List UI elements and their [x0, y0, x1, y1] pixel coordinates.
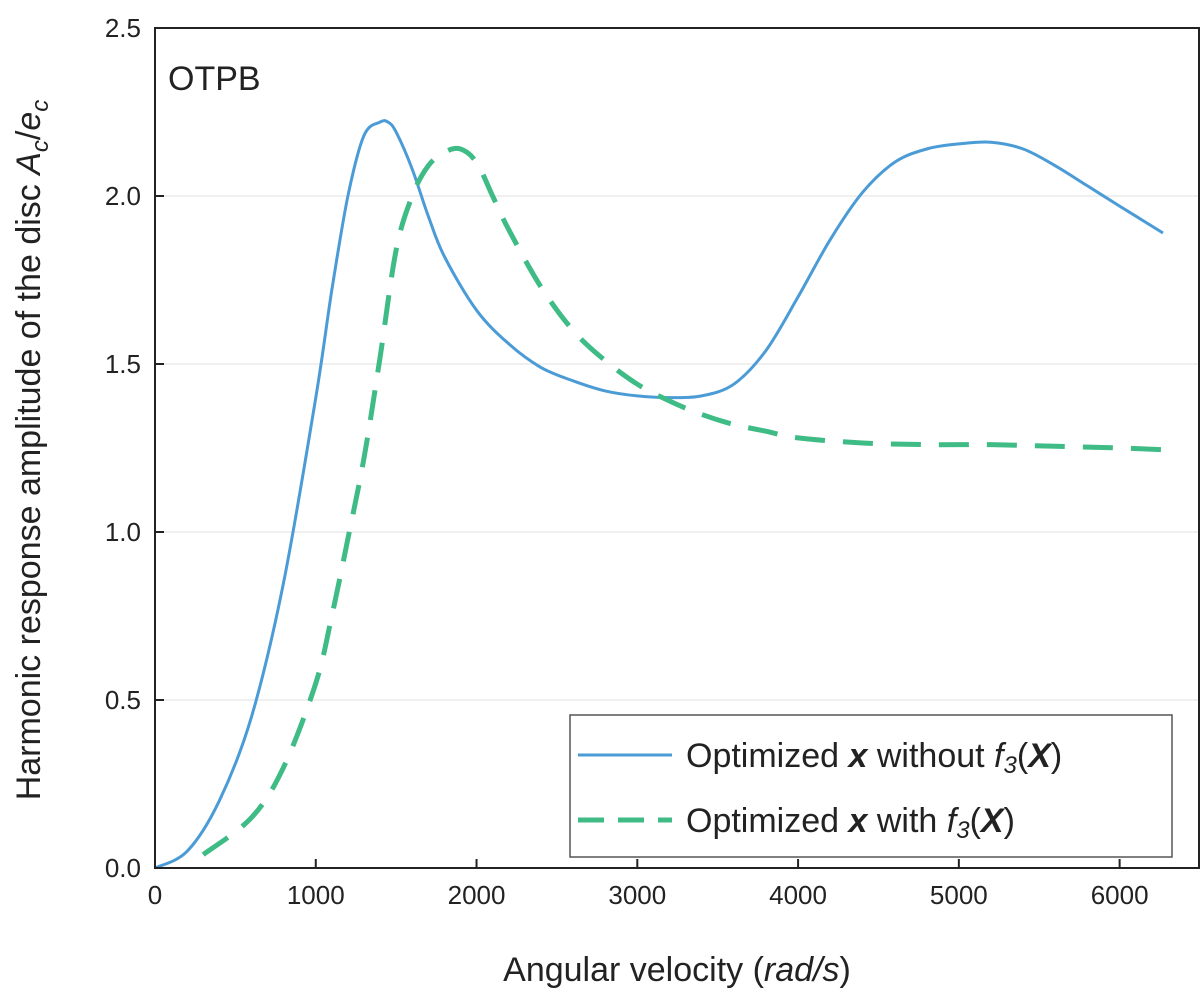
grid-lines	[155, 195, 1200, 701]
legend-entry-with: Optimized x with f3(X)	[686, 802, 1015, 844]
legend-entry-without: Optimized x without f3(X)	[686, 737, 1062, 779]
annotation-otpb: OTPB	[168, 60, 261, 98]
y-tick-label: 0.5	[105, 685, 141, 715]
y-tick-label: 2.5	[105, 13, 141, 43]
x-axis-title: Angular velocity (rad/s)	[503, 951, 851, 989]
x-tick-label: 1000	[287, 880, 345, 910]
x-tick-label: 2000	[448, 880, 506, 910]
x-tick-label: 6000	[1091, 880, 1149, 910]
y-axis-title: Harmonic response amplitude of the disc …	[10, 100, 54, 801]
y-tick-label: 2.0	[105, 181, 141, 211]
plot-frame	[154, 27, 1200, 869]
axis-ticks: 0.0 0.5 1.0 1.5 2.0 2.5 0 1000 2000 3000 4000 5000 6…	[105, 13, 1149, 910]
x-tick-label: 5000	[930, 880, 988, 910]
series-line-without-f3	[154, 119, 1164, 870]
y-tick-label: 1.0	[105, 517, 141, 547]
y-tick-label: 0.0	[105, 853, 141, 883]
series-lines	[154, 119, 1164, 870]
x-tick-label: 4000	[769, 880, 827, 910]
x-tick-label: 3000	[608, 880, 666, 910]
series-line-with-f3	[201, 145, 1164, 857]
y-tick-label: 1.5	[105, 349, 141, 379]
legend: Optimized x without f3(X) Optimized x wi…	[569, 714, 1173, 858]
x-tick-label: 0	[148, 880, 162, 910]
legend-box	[569, 714, 1173, 858]
